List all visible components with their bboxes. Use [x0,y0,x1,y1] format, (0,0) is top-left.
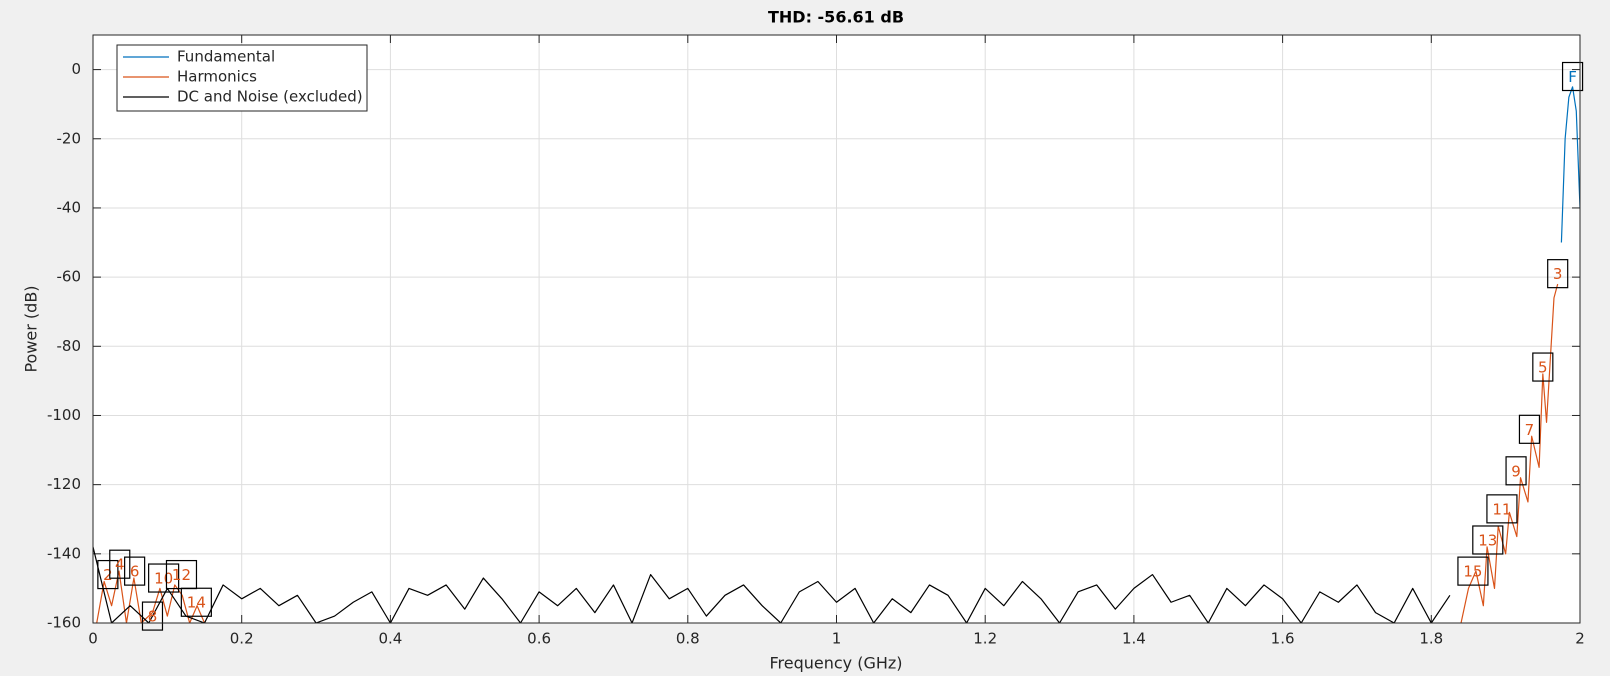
annotation-box [1518,414,1541,444]
series-line [93,546,1451,623]
y-tick-label: 0 [71,60,81,78]
axes-box [92,34,1581,624]
annotation: 6 [130,563,140,581]
x-tick-label: 1.2 [973,630,997,648]
annotation-box [1561,61,1584,92]
annotation: 11 [1492,500,1511,518]
legend-label: DC and Noise (excluded) [177,88,363,106]
annotation: 5 [1538,359,1548,377]
annotation-box [1457,556,1489,586]
annotation: F [1568,68,1577,86]
annotation: 8 [148,608,158,626]
annotation-box [180,587,212,617]
annotation: 7 [1525,421,1535,439]
y-tick-label: -60 [57,268,82,286]
annotation-box [148,563,180,593]
x-tick-label: 1.4 [1122,630,1146,648]
plot-lines [93,86,1580,623]
x-tick-label: 0.6 [527,630,551,648]
annotation: 15 [1463,563,1482,581]
series-line [1560,86,1580,243]
y-tick-label: -120 [47,475,81,493]
legend-label: Fundamental [177,48,275,66]
annotation: 3 [1553,265,1563,283]
legend-label: Harmonics [177,68,257,86]
x-tick-label: 2 [1575,630,1585,648]
annotation-box [124,556,146,586]
annotation: 12 [172,566,191,584]
y-tick-label: -40 [57,198,82,216]
y-tick-label: -140 [47,544,81,562]
y-axis-label: Power (dB) [22,285,41,372]
x-tick-label: 0.8 [676,630,700,648]
x-axis-label: Frequency (GHz) [769,654,902,673]
y-tick-label: -100 [47,406,81,424]
legend-box [116,44,368,112]
annotation-box [97,559,119,590]
y-tick-label: -80 [57,337,82,355]
annotation: 9 [1511,462,1521,480]
y-tick-label: -20 [57,129,82,147]
annotation-box [1486,494,1518,524]
x-tick-label: 0 [88,630,98,648]
annotation: 4 [115,556,125,574]
annotation-box [109,549,131,579]
x-tick-label: 1.8 [1419,630,1443,648]
x-tick-label: 1 [832,630,842,648]
annotation: 13 [1478,531,1497,549]
x-tick-label: 0.2 [230,630,254,648]
annotation: 2 [103,566,113,584]
annotation-box [1505,456,1527,486]
annotation-box [1472,525,1504,555]
series-line [96,283,1559,623]
annotation: 14 [187,594,206,612]
annotation-box [1532,352,1554,382]
annotation: 10 [154,570,173,588]
annotation-box [141,601,164,631]
annotation-box [1547,259,1569,289]
x-tick-label: 1.6 [1271,630,1295,648]
chart-title: THD: -56.61 dB [768,8,904,27]
x-tick-label: 0.4 [378,630,402,648]
y-tick-label: -160 [47,614,81,632]
